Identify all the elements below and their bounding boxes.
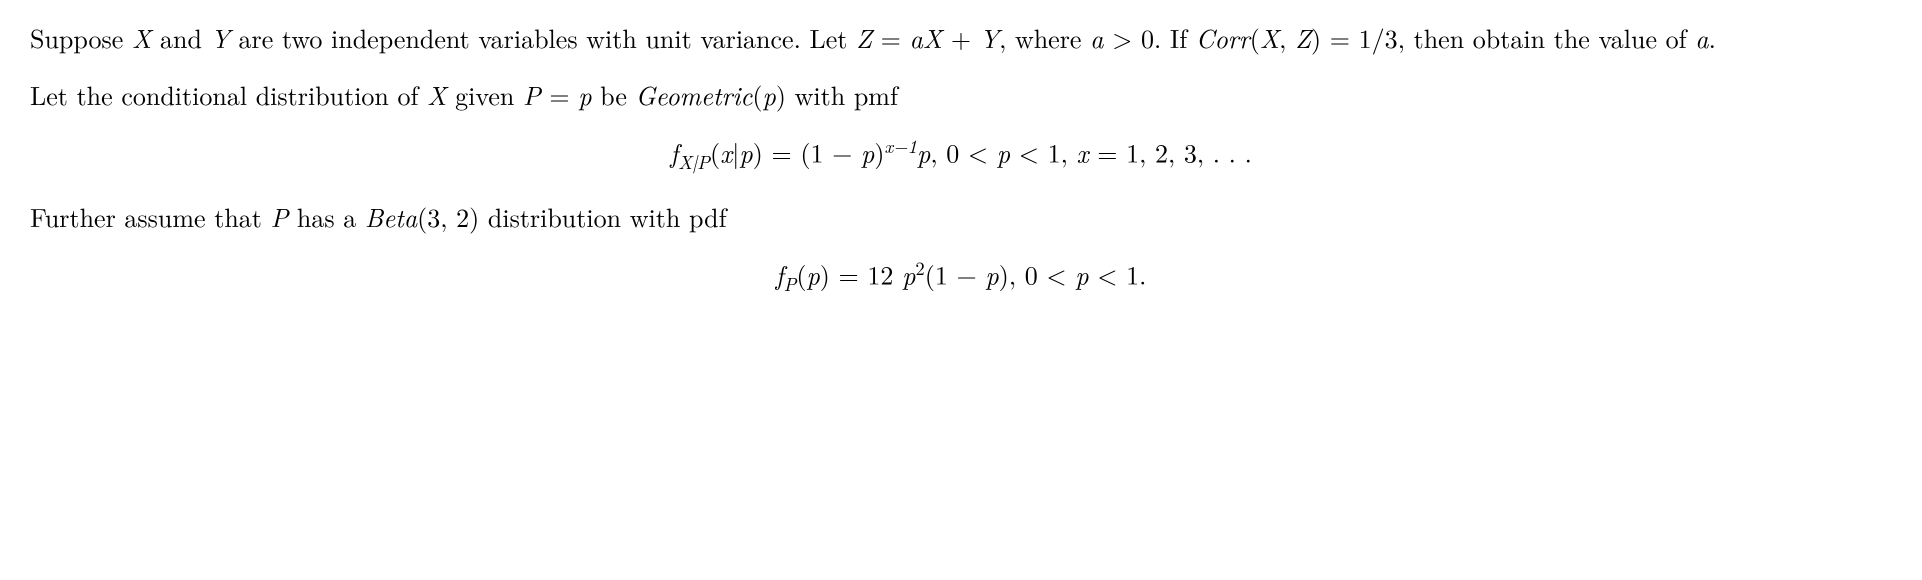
text: + (942, 19, 980, 56)
text: Suppose (30, 19, 132, 56)
var-P: P (523, 76, 541, 113)
var-Y: Y (980, 19, 999, 56)
var-p: p (763, 76, 776, 113)
var-Z: Z (1295, 19, 1311, 56)
text: ( (796, 256, 806, 293)
text: ) (820, 256, 830, 293)
text: (3, 2) (417, 198, 479, 235)
text: ) (753, 134, 763, 171)
var-a: a (1695, 19, 1708, 56)
dist-geometric: Geometric (636, 76, 753, 113)
sub-P: P (784, 271, 797, 297)
text: distribution with pdf (479, 198, 726, 235)
text: . (1709, 19, 1716, 56)
text: = 1/3 (1321, 19, 1398, 56)
var-p: p (917, 134, 930, 171)
var-Y: Y (211, 19, 230, 56)
var-p: p (578, 76, 591, 113)
var-p: p (806, 256, 819, 293)
text: has a (288, 198, 365, 235)
fn-f: f (670, 134, 678, 171)
var-p: p (997, 134, 1010, 171)
dist-beta: Beta (365, 198, 417, 235)
text: (1 − (925, 256, 986, 293)
text: , then obtain the value of (1398, 19, 1696, 56)
text: ( (710, 134, 720, 171)
text: with pmf (786, 76, 898, 113)
var-X: X (427, 76, 446, 113)
exp-2: 2 (915, 255, 924, 281)
text: ) (776, 76, 786, 113)
text: > 0 (1103, 19, 1154, 56)
var-Z: Z (856, 19, 872, 56)
var-a: a (1090, 19, 1103, 56)
fn-f: f (776, 256, 784, 293)
text: , where (999, 19, 1090, 56)
equation-beta-pdf: fP(p) = 12 p2(1 − p), 0 < p < 1. (30, 256, 1892, 297)
var-X: X (1260, 19, 1279, 56)
text: < 1, (1010, 134, 1076, 171)
var-p: p (739, 134, 752, 171)
text: ( (1250, 19, 1260, 56)
paragraph-1: Suppose X and Y are two independent vari… (30, 20, 1892, 55)
var-a: a (910, 19, 923, 56)
var-x: x (1077, 134, 1089, 171)
text: Further assume that (30, 198, 271, 235)
text: = 12 (830, 256, 902, 293)
text: = 1, 2, 3, . . . (1089, 134, 1252, 171)
var-X: X (132, 19, 151, 56)
var-p: p (1075, 256, 1088, 293)
text: Let the conditional distribution of (30, 76, 427, 113)
text: are two independent variables with unit … (230, 19, 856, 56)
paragraph-2: Let the conditional distribution of X gi… (30, 77, 1892, 112)
text: = (872, 19, 910, 56)
text: . If (1154, 19, 1196, 56)
var-X: X (923, 19, 942, 56)
text: ), 0 < (999, 256, 1076, 293)
var-x: x (720, 134, 732, 171)
text: ( (752, 76, 762, 113)
text: , 0 < (930, 134, 996, 171)
var-p: p (985, 256, 998, 293)
text: < 1. (1089, 256, 1147, 293)
text: , (1279, 19, 1295, 56)
var-p: p (861, 134, 874, 171)
sub-XP: X|P (678, 149, 710, 175)
text: ) (1311, 19, 1321, 56)
fn-corr: Corr (1196, 19, 1250, 56)
var-P: P (271, 198, 289, 235)
text: = (541, 76, 579, 113)
text: be (592, 76, 636, 113)
text: given (446, 76, 523, 113)
text: and (151, 19, 210, 56)
equation-geometric-pmf: fX|P(x|p) = (1 − p)x−1p, 0 < p < 1, x = … (30, 134, 1892, 175)
text: ) (874, 134, 884, 171)
exp-x-1: x−1 (884, 133, 917, 159)
text: = (1 − (763, 134, 861, 171)
var-p: p (902, 256, 915, 293)
paragraph-3: Further assume that P has a Beta(3, 2) d… (30, 199, 1892, 234)
